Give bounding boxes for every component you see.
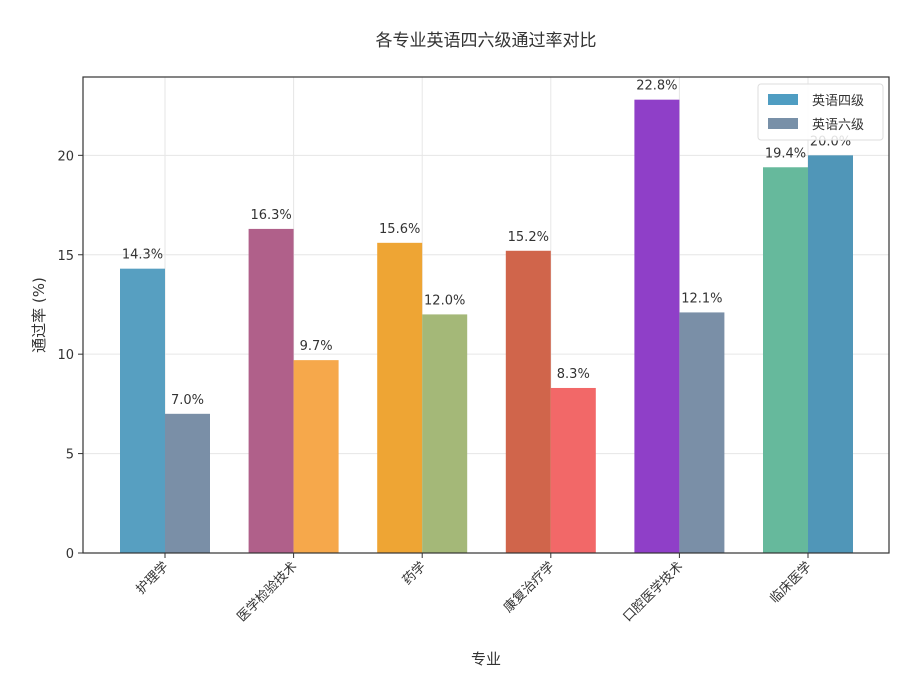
- bar-cet4: [505, 250, 551, 553]
- bar-cet4: [248, 228, 294, 553]
- x-axis-label: 专业: [471, 650, 501, 668]
- bar-cet6: [422, 314, 468, 553]
- data-label: 22.8%: [636, 79, 677, 94]
- bar-cet6: [808, 155, 853, 554]
- y-tick-label: 5: [66, 448, 74, 463]
- bar-cet4: [377, 242, 423, 553]
- plot-frame: [82, 76, 890, 554]
- x-tick-label: 护理学: [133, 559, 172, 598]
- bar-cet6: [165, 413, 210, 553]
- data-label: 9.7%: [300, 339, 333, 354]
- bar-cet4: [763, 167, 808, 553]
- data-label: 16.3%: [250, 208, 291, 223]
- x-tick-label: 药学: [399, 559, 429, 589]
- data-label: 19.4%: [765, 146, 806, 161]
- y-axis-label: 通过率 (%): [30, 277, 48, 353]
- bar-cet6: [293, 360, 339, 553]
- chart-title: 各专业英语四六级通过率对比: [376, 31, 597, 51]
- y-tick-label: 0: [66, 547, 74, 562]
- bar-cet6: [550, 387, 596, 553]
- bar-cet4: [120, 268, 165, 553]
- data-label: 12.1%: [681, 291, 722, 306]
- legend-label: 英语六级: [812, 118, 864, 133]
- x-tick-label: 口腔医学技术: [620, 559, 686, 625]
- legend-swatch: [768, 118, 798, 129]
- y-tick-label: 20: [57, 149, 74, 164]
- y-tick-label: 10: [57, 348, 74, 363]
- x-tick-label: 康复治疗学: [500, 559, 557, 616]
- bar-cet6: [679, 312, 725, 553]
- data-label: 7.0%: [171, 393, 204, 408]
- data-label: 15.6%: [379, 222, 420, 237]
- data-label: 15.2%: [508, 230, 549, 245]
- data-label: 12.0%: [424, 293, 465, 308]
- bar-cet4: [634, 99, 680, 554]
- x-tick-label: 医学检验技术: [234, 559, 300, 625]
- y-tick-label: 15: [57, 249, 74, 264]
- legend-label: 英语四级: [812, 94, 864, 109]
- data-label: 14.3%: [122, 248, 163, 263]
- legend-swatch: [768, 94, 798, 105]
- x-tick-label: 临床医学: [767, 559, 815, 607]
- data-label: 8.3%: [557, 367, 590, 382]
